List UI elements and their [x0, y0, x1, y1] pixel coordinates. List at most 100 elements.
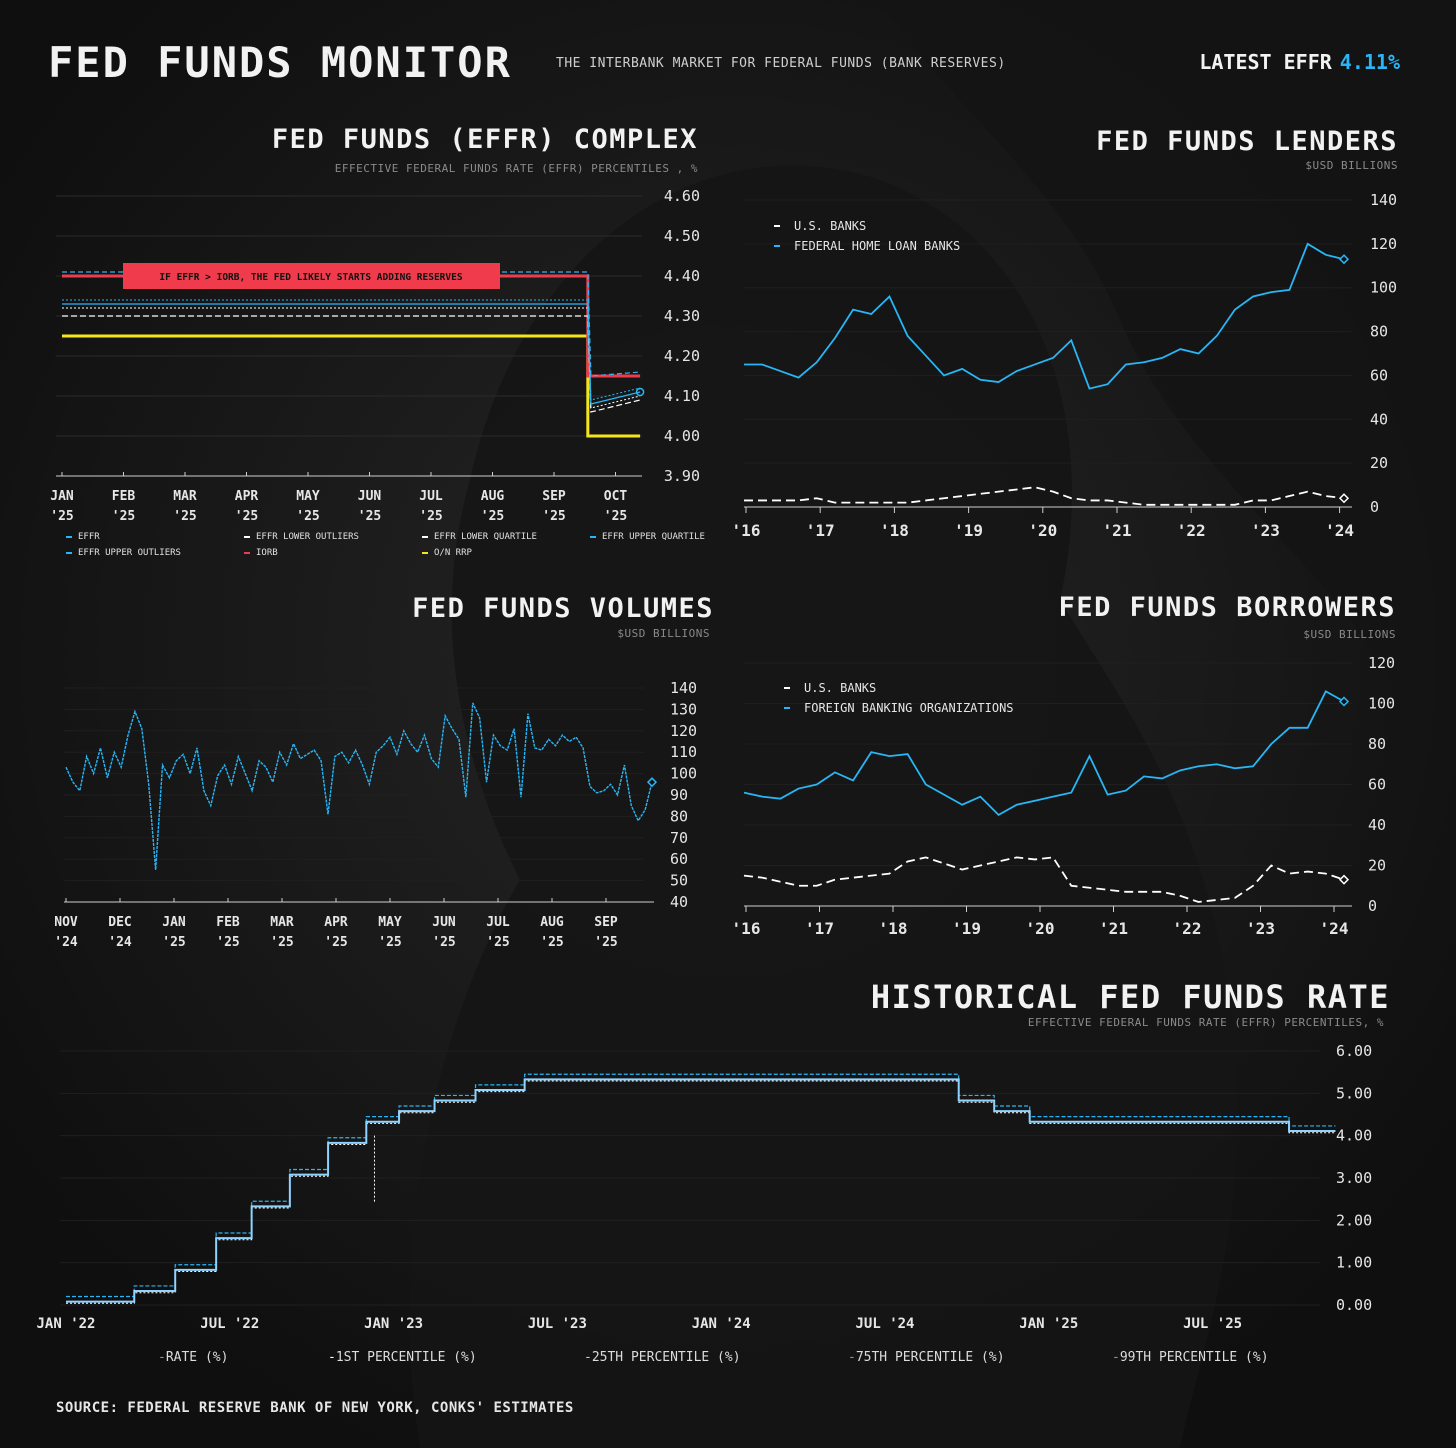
x-tick-label: '19: [952, 919, 981, 938]
series-line-rate: [66, 1078, 1336, 1303]
borrowers-title: FED FUNDS BORROWERS: [1058, 592, 1396, 623]
legend-item: EFFR UPPER OUTLIERS: [66, 548, 216, 558]
x-tick-label: '16: [732, 919, 761, 938]
x-tick-label: MAR: [173, 489, 197, 504]
legend-label: EFFR UPPER QUARTILE: [602, 532, 705, 542]
y-tick-label: 3.00: [1336, 1169, 1372, 1187]
x-tick-label: '21: [1103, 521, 1132, 540]
x-tick-label: FEB: [216, 915, 240, 930]
y-tick-label: 6.00: [1336, 1042, 1372, 1060]
x-tick-label: '23: [1246, 919, 1275, 938]
x-tick-label: '25: [481, 509, 504, 524]
borrowers-chart: 120 100 80 60 40 20 0 '16 '17 '18 '19 '20 '21 '22 '23 '…: [732, 654, 1396, 938]
x-tick-label: '25: [594, 935, 617, 950]
series-line-u-s-banks: [744, 486, 1345, 506]
latest-marker: [1338, 696, 1350, 707]
x-tick-label: '25: [50, 509, 73, 524]
legend-item: EFFR LOWER QUARTILE: [422, 532, 562, 542]
x-tick-label: JAN '25: [1019, 1316, 1078, 1332]
hist-legend-label: 1ST PERCENTILE (%): [335, 1350, 477, 1365]
legend-swatch: [66, 535, 72, 538]
x-tick-label: '24: [1320, 919, 1349, 938]
series-line-foreign-banking-organizations: [743, 690, 1345, 816]
y-tick-label: 140: [1370, 191, 1397, 209]
hist-legend-p25: -25TH PERCENTILE (%): [584, 1350, 741, 1365]
legend-label: FEDERAL HOME LOAN BANKS: [794, 239, 960, 253]
x-tick-label: '25: [540, 935, 563, 950]
series-line-effr-upper-outliers: [62, 271, 641, 377]
legend-label: EFFR UPPER OUTLIERS: [78, 548, 181, 558]
hist-legend-p75: -75TH PERCENTILE (%): [848, 1350, 1005, 1365]
x-tick-label: AUG: [540, 915, 564, 930]
hist-legend-label: 75TH PERCENTILE (%): [855, 1350, 1005, 1365]
page-subtitle: THE INTERBANK MARKET FOR FEDERAL FUNDS (…: [556, 56, 1006, 71]
series-line-p1: [66, 1080, 1336, 1304]
volumes-subtitle: $USD BILLIONS: [617, 627, 710, 640]
latest-effr-value: 4.11%: [1339, 50, 1400, 74]
legend-item: EFFR UPPER QUARTILE: [590, 532, 705, 542]
y-tick-label: 20: [1370, 454, 1388, 472]
y-tick-label: 0.00: [1336, 1296, 1372, 1314]
y-tick-label: 20: [1368, 857, 1386, 875]
latest-marker: [646, 777, 658, 788]
x-tick-label: '16: [732, 521, 761, 540]
series-line-effr-upper-quartile: [62, 299, 641, 401]
x-tick-label: '19: [954, 521, 983, 540]
x-tick-label: APR: [324, 915, 348, 930]
x-tick-label: APR: [235, 489, 259, 504]
x-tick-label: '25: [358, 509, 381, 524]
historical-chart: 6.00 5.00 4.00 3.00 2.00 1.00 0.00 JAN '22 JUL '…: [36, 1042, 1372, 1332]
y-tick-label: 90: [670, 786, 688, 804]
historical-subtitle: EFFECTIVE FEDERAL FUNDS RATE (EFFR) PERC…: [1027, 1016, 1384, 1029]
x-tick-label: '25: [173, 509, 196, 524]
hist-legend-rate: -RATE (%): [158, 1350, 229, 1365]
borrowers-subtitle: $USD BILLIONS: [1303, 628, 1396, 641]
y-tick-label: 4.10: [664, 387, 700, 405]
x-tick-label: '25: [324, 935, 347, 950]
legend-label: EFFR LOWER OUTLIERS: [256, 532, 359, 542]
series-line-u-s-banks: [743, 856, 1345, 903]
y-tick-label: 60: [1368, 776, 1386, 794]
legend-label: IORB: [256, 548, 278, 558]
legend-swatch: [66, 551, 72, 554]
x-tick-label: '17: [806, 521, 835, 540]
hist-legend-label: RATE (%): [165, 1350, 229, 1365]
series-line-effr-lower-quartile: [62, 307, 641, 409]
y-tick-label: 40: [1370, 410, 1388, 428]
x-tick-label: NOV: [54, 915, 78, 930]
x-tick-label: JAN '23: [364, 1316, 423, 1332]
hist-legend-p1: -1ST PERCENTILE (%): [328, 1350, 477, 1365]
x-tick-label: '24: [108, 935, 132, 950]
hist-legend-p99: -99TH PERCENTILE (%): [1112, 1350, 1269, 1365]
x-tick-label: FEB: [112, 489, 136, 504]
x-tick-label: DEC: [108, 915, 131, 930]
hist-legend-label: 25TH PERCENTILE (%): [591, 1350, 741, 1365]
latest-marker: [1338, 254, 1350, 265]
x-tick-label: JUL: [486, 915, 510, 930]
complex-title: FED FUNDS (EFFR) COMPLEX: [271, 124, 698, 155]
source-note: SOURCE: FEDERAL RESERVE BANK OF NEW YORK…: [56, 1400, 574, 1416]
y-tick-label: 80: [1368, 735, 1386, 753]
y-tick-label: 1.00: [1336, 1254, 1372, 1272]
lenders-title: FED FUNDS LENDERS: [1096, 126, 1398, 157]
y-tick-label: 60: [1370, 366, 1388, 384]
y-tick-label: 4.40: [664, 267, 700, 285]
lenders-subtitle: $USD BILLIONS: [1305, 159, 1398, 172]
annotation-text: IF EFFR > IORB, THE FED LIKELY STARTS AD…: [159, 272, 462, 283]
x-tick-label: '22: [1173, 919, 1202, 938]
y-tick-label: 120: [670, 722, 697, 740]
y-tick-label: 100: [1368, 695, 1395, 713]
x-tick-label: MAY: [378, 915, 402, 930]
x-tick-label: JAN '22: [36, 1316, 95, 1332]
series-line-federal-home-loan-banks: [744, 242, 1345, 390]
legend-swatch: [590, 535, 596, 538]
latest-effr: LATEST EFFR 4.11%: [1199, 50, 1400, 74]
x-tick-label: '24: [54, 935, 78, 950]
legend-item: O/N RRP: [422, 548, 472, 558]
annotation-box: [123, 263, 500, 289]
legend-swatch: [422, 551, 428, 554]
x-tick-label: '25: [235, 509, 258, 524]
x-tick-label: '25: [378, 935, 401, 950]
y-tick-label: 120: [1368, 654, 1395, 672]
legend-label: U.S. BANKS: [794, 219, 866, 233]
